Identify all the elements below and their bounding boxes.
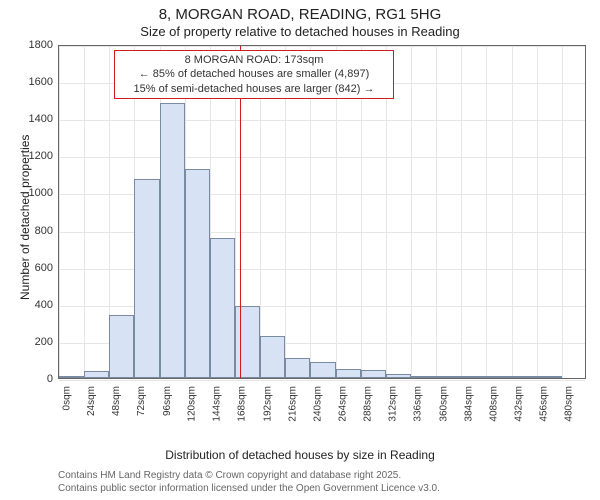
x-axis-label: Distribution of detached houses by size … <box>0 448 600 462</box>
histogram-bar <box>512 376 537 378</box>
y-tick-label: 1400 <box>19 113 53 125</box>
y-tick-label: 1600 <box>19 76 53 88</box>
histogram-bar <box>235 306 260 378</box>
x-tick-label: 192sqm <box>262 386 273 422</box>
histogram-bar <box>134 179 159 378</box>
x-tick-label: 264sqm <box>338 386 349 422</box>
annotation-line: ← 85% of detached houses are smaller (4,… <box>119 67 389 81</box>
histogram-bar <box>537 376 562 378</box>
histogram-bar <box>285 358 310 378</box>
histogram-bar <box>210 238 235 378</box>
x-tick-label: 312sqm <box>388 386 399 422</box>
x-tick-label: 384sqm <box>463 386 474 422</box>
y-tick-label: 400 <box>19 299 53 311</box>
x-tick-label: 408sqm <box>488 386 499 422</box>
y-tick-label: 1200 <box>19 150 53 162</box>
histogram-bar <box>461 376 486 378</box>
annotation-box: 8 MORGAN ROAD: 173sqm← 85% of detached h… <box>114 50 394 99</box>
chart-title: 8, MORGAN ROAD, READING, RG1 5HG <box>0 6 600 23</box>
gridline-h <box>59 120 585 121</box>
histogram-bar <box>84 371 109 378</box>
x-tick-label: 288sqm <box>363 386 374 422</box>
histogram-bar <box>361 370 386 378</box>
histogram-bar <box>59 376 84 378</box>
y-tick-label: 800 <box>19 225 53 237</box>
y-tick-label: 0 <box>19 373 53 385</box>
x-tick-label: 336sqm <box>413 386 424 422</box>
gridline-v <box>537 46 538 378</box>
y-tick-label: 1000 <box>19 187 53 199</box>
x-tick-label: 72sqm <box>136 386 147 416</box>
x-tick-label: 480sqm <box>564 386 575 422</box>
gridline-h <box>59 157 585 158</box>
footer-line-2: Contains public sector information licen… <box>58 483 440 494</box>
x-tick-label: 144sqm <box>212 386 223 422</box>
x-tick-label: 360sqm <box>438 386 449 422</box>
histogram-chart: 0200400600800100012001400160018000sqm24s… <box>58 45 586 379</box>
x-tick-label: 48sqm <box>111 386 122 416</box>
x-tick-label: 0sqm <box>61 386 72 410</box>
x-tick-label: 240sqm <box>312 386 323 422</box>
histogram-bar <box>109 315 134 378</box>
histogram-bar <box>260 336 285 378</box>
gridline-v <box>59 46 60 378</box>
x-tick-label: 456sqm <box>539 386 550 422</box>
x-tick-label: 24sqm <box>86 386 97 416</box>
chart-subtitle: Size of property relative to detached ho… <box>0 24 600 39</box>
gridline-v <box>486 46 487 378</box>
gridline-h <box>59 380 585 381</box>
histogram-bar <box>436 376 461 378</box>
gridline-v <box>461 46 462 378</box>
y-tick-label: 200 <box>19 336 53 348</box>
x-tick-label: 120sqm <box>187 386 198 422</box>
gridline-v <box>411 46 412 378</box>
histogram-bar <box>411 376 436 378</box>
x-tick-label: 168sqm <box>237 386 248 422</box>
gridline-v <box>512 46 513 378</box>
histogram-bar <box>185 169 210 378</box>
annotation-line: 8 MORGAN ROAD: 173sqm <box>119 53 389 67</box>
y-tick-label: 600 <box>19 262 53 274</box>
x-tick-label: 96sqm <box>162 386 173 416</box>
x-tick-label: 216sqm <box>287 386 298 422</box>
histogram-bar <box>310 362 335 378</box>
annotation-line: 15% of semi-detached houses are larger (… <box>119 82 389 96</box>
gridline-v <box>562 46 563 378</box>
gridline-v <box>84 46 85 378</box>
x-tick-label: 432sqm <box>514 386 525 422</box>
histogram-bar <box>486 376 511 378</box>
gridline-h <box>59 46 585 47</box>
gridline-v <box>436 46 437 378</box>
y-tick-label: 1800 <box>19 39 53 51</box>
histogram-bar <box>160 103 185 378</box>
histogram-bar <box>386 374 411 378</box>
footer-line-1: Contains HM Land Registry data © Crown c… <box>58 470 401 481</box>
histogram-bar <box>336 369 361 378</box>
